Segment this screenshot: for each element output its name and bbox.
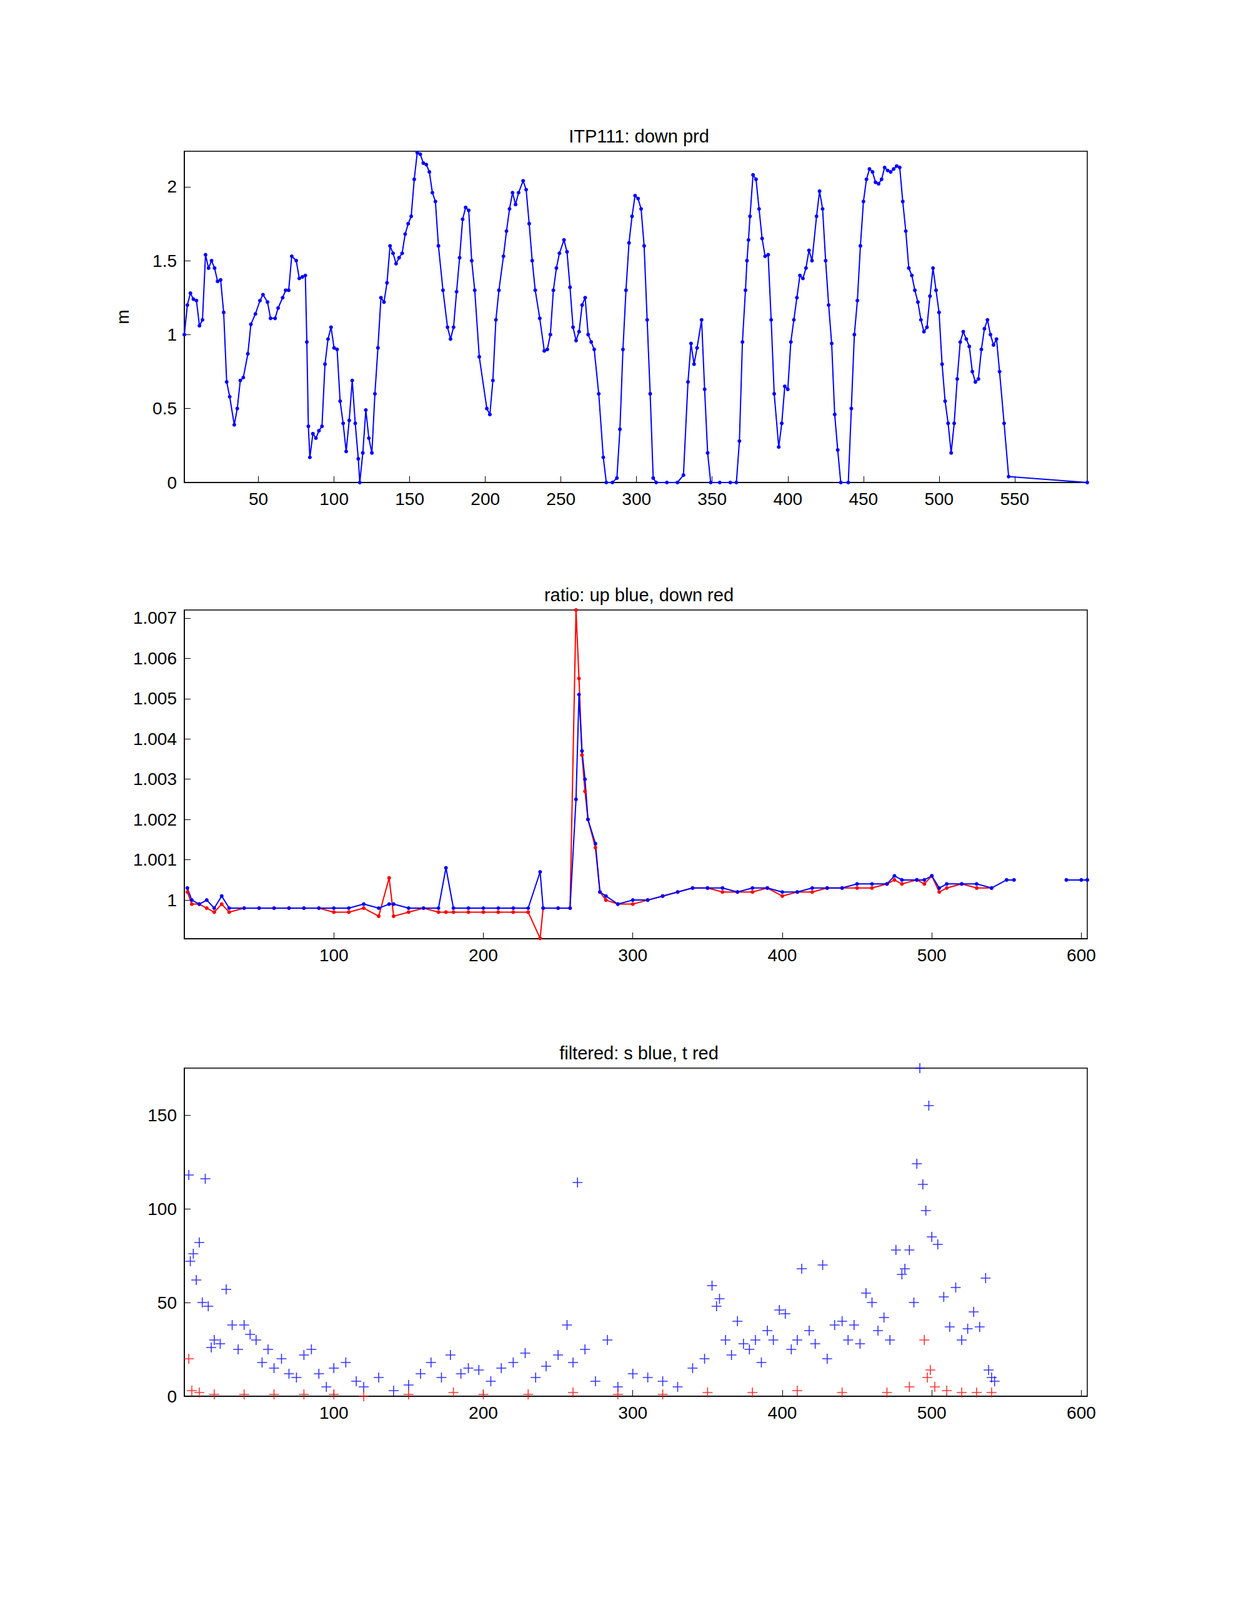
svg-text:1.004: 1.004 [133, 729, 177, 749]
svg-text:300: 300 [621, 489, 652, 509]
svg-text:1.003: 1.003 [133, 769, 177, 789]
svg-text:400: 400 [767, 1402, 798, 1423]
svg-text:100: 100 [319, 489, 349, 509]
svg-text:filtered: s blue, t red: filtered: s blue, t red [559, 1042, 719, 1063]
svg-text:450: 450 [848, 489, 878, 509]
svg-text:0.5: 0.5 [152, 398, 177, 419]
svg-text:600: 600 [1066, 1402, 1097, 1423]
svg-text:100: 100 [319, 945, 349, 965]
svg-text:300: 300 [618, 1402, 648, 1423]
svg-text:1: 1 [166, 890, 177, 910]
svg-text:1.005: 1.005 [133, 688, 177, 708]
svg-text:100: 100 [147, 1199, 177, 1219]
svg-text:200: 200 [468, 945, 499, 965]
svg-text:1.002: 1.002 [133, 809, 177, 830]
svg-text:1.006: 1.006 [133, 648, 177, 668]
svg-text:400: 400 [767, 945, 798, 965]
svg-text:150: 150 [394, 489, 425, 509]
svg-text:50: 50 [157, 1292, 177, 1313]
svg-text:2: 2 [166, 176, 177, 197]
svg-text:250: 250 [546, 489, 576, 509]
svg-text:600: 600 [1066, 945, 1097, 965]
svg-text:500: 500 [924, 489, 954, 509]
svg-text:150: 150 [147, 1105, 177, 1125]
svg-text:ITP111: down prd: ITP111: down prd [568, 126, 710, 147]
svg-text:200: 200 [468, 1402, 499, 1423]
svg-text:1.007: 1.007 [133, 608, 177, 628]
svg-text:50: 50 [248, 489, 269, 509]
svg-text:ratio: up blue, down red: ratio: up blue, down red [544, 584, 734, 605]
svg-text:1.001: 1.001 [133, 849, 177, 870]
svg-text:500: 500 [917, 1402, 947, 1423]
svg-text:400: 400 [772, 489, 803, 509]
svg-text:350: 350 [697, 489, 727, 509]
svg-text:300: 300 [618, 945, 648, 965]
svg-text:0: 0 [166, 1386, 177, 1406]
svg-text:500: 500 [917, 945, 947, 965]
svg-text:550: 550 [999, 489, 1030, 509]
svg-text:100: 100 [319, 1402, 349, 1423]
svg-text:0: 0 [166, 473, 177, 493]
svg-text:1.5: 1.5 [152, 251, 177, 271]
svg-text:1: 1 [166, 324, 177, 345]
svg-text:200: 200 [470, 489, 500, 509]
svg-text:m: m [113, 309, 133, 324]
